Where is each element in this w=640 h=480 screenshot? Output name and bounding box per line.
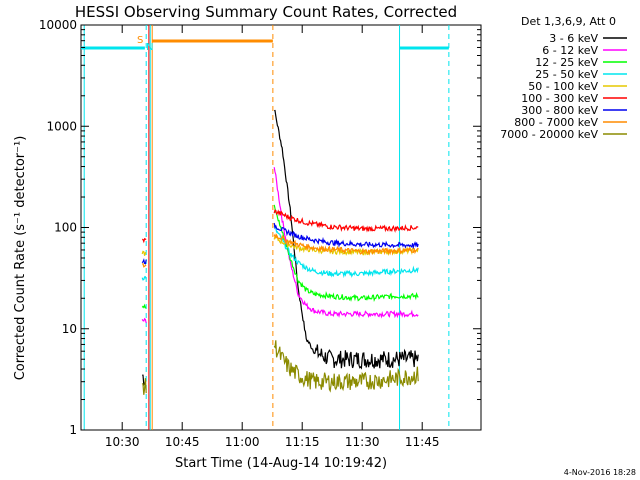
axis-ticks: 10:30 10:45 11:00 11:15 11:30 11:45 1 10 100 1000… — [39, 18, 481, 449]
footer-date: 4-Nov-2016 18:28 — [564, 468, 636, 477]
x-axis-label: Start Time (14-Aug-14 10:19:42) — [175, 456, 387, 471]
series-1 — [141, 167, 419, 324]
series-7 — [141, 233, 419, 268]
legend-label-8: 7000 - 20000 keV — [500, 128, 598, 141]
annotation-n: N — [146, 42, 153, 53]
series-line-3 — [141, 276, 147, 281]
x-tick-label-0: 10:30 — [105, 435, 140, 449]
chart-title: HESSI Observing Summary Count Rates, Cor… — [75, 3, 457, 21]
series-line-5 — [141, 237, 147, 244]
series-line-3 — [273, 225, 419, 279]
series-line-5 — [273, 209, 419, 233]
y-axis-label: Corrected Count Rate (s⁻¹ detector⁻¹) — [13, 136, 28, 381]
x-tick-label-3: 11:15 — [285, 435, 320, 449]
y-tick-label-1: 10 — [62, 322, 77, 336]
series-line-7 — [141, 262, 147, 268]
x-tick-label-1: 10:45 — [165, 435, 200, 449]
series-line-1 — [141, 317, 147, 324]
series-5 — [141, 209, 419, 244]
legend-label-6: 300 - 800 keV — [521, 104, 598, 117]
legend-label-2: 12 - 25 keV — [535, 56, 598, 69]
series-line-4 — [141, 250, 147, 256]
legend-label-1: 6 - 12 keV — [542, 44, 598, 57]
legend-label-3: 25 - 50 keV — [535, 68, 598, 81]
x-tick-label-5: 11:45 — [405, 435, 440, 449]
series-line-8 — [273, 340, 419, 393]
series-line-7 — [273, 233, 419, 256]
series-line-0 — [274, 109, 419, 370]
y-tick-label-2: 100 — [54, 221, 77, 235]
series-line-8 — [141, 378, 147, 395]
series-2 — [141, 204, 419, 309]
series-6 — [141, 222, 419, 265]
x-tick-label-2: 11:00 — [225, 435, 260, 449]
y-tick-label-3: 1000 — [46, 119, 77, 133]
series-8 — [141, 340, 419, 395]
legend-label-5: 100 - 300 keV — [521, 92, 598, 105]
series-line-6 — [141, 258, 147, 265]
series-layer — [141, 109, 419, 395]
annotation-s: S — [137, 35, 143, 46]
x-tick-label-4: 11:30 — [345, 435, 380, 449]
legend-title: Det 1,3,6,9, Att 0 — [521, 15, 616, 28]
series-line-1 — [273, 167, 419, 319]
series-line-6 — [273, 222, 419, 250]
y-tick-label-4: 10000 — [39, 18, 77, 32]
legend-label-7: 800 - 7000 keV — [514, 116, 598, 129]
series-line-2 — [141, 303, 147, 309]
series-3 — [141, 225, 419, 281]
legend-label-4: 50 - 100 keV — [528, 80, 598, 93]
series-line-2 — [273, 204, 419, 302]
y-tick-label-0: 1 — [69, 423, 77, 437]
legend-label-0: 3 - 6 keV — [549, 32, 598, 45]
